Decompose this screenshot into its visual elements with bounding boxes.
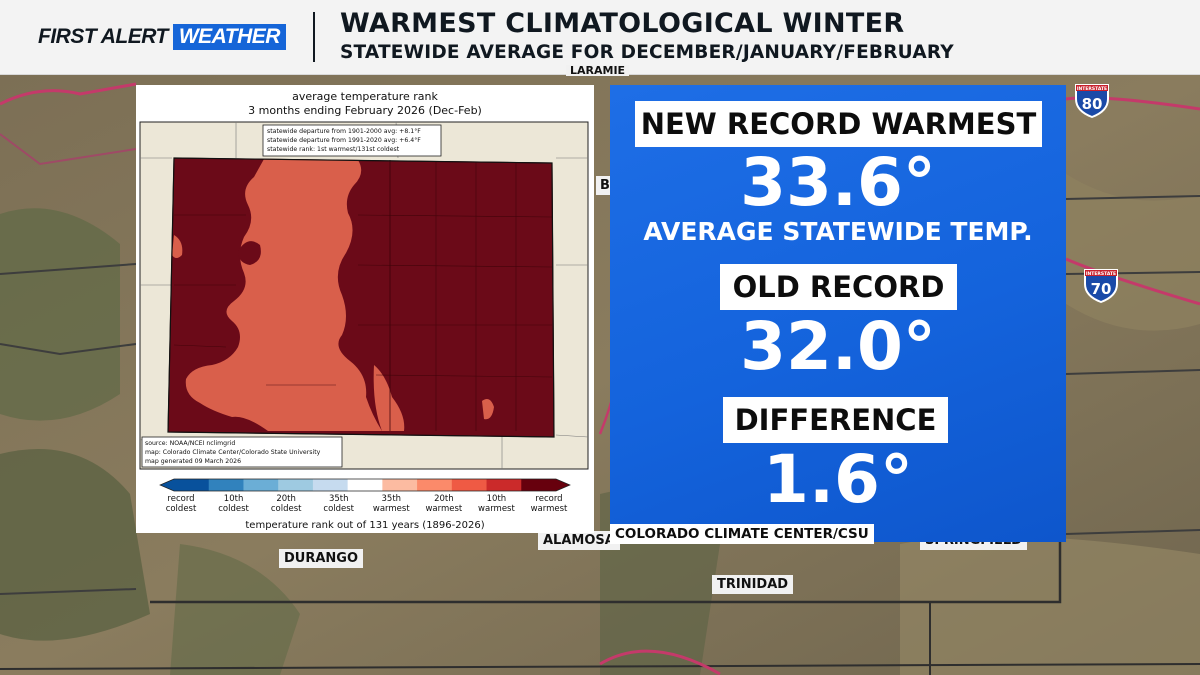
record-info-panel: NEW RECORD WARMEST 33.6° AVERAGE STATEWI…	[610, 85, 1066, 542]
legend-tick-label: record	[167, 494, 194, 504]
legend-arrow-left	[160, 479, 174, 491]
legend-color-segment	[382, 479, 418, 491]
legend-tick-label: 10th	[224, 494, 244, 504]
new-record-label: NEW RECORD WARMEST	[635, 101, 1042, 147]
south-warm-patch	[373, 365, 405, 431]
city-label-alamosa: ALAMOSA	[538, 531, 620, 550]
legend-tick-sublabel: coldest	[218, 504, 249, 514]
colorado-warmest-region	[185, 159, 382, 431]
legend-tick-label: 35th	[382, 494, 402, 504]
map-source-line3: map generated 09 March 2026	[145, 458, 241, 465]
i80-shield-number: 80	[1082, 95, 1103, 113]
legend-tick-label: 20th	[276, 494, 296, 504]
legend-color-segment	[174, 479, 210, 491]
legend-tick-sublabel: coldest	[166, 504, 197, 514]
page-subtitle: STATEWIDE AVERAGE FOR DECEMBER/JANUARY/F…	[340, 42, 954, 63]
legend-color-segment	[208, 479, 244, 491]
temperature-rank-map-panel: average temperature rank 3 months ending…	[136, 85, 594, 533]
interstate-80-shield-icon: INTERSTATE 80	[1075, 84, 1109, 119]
i70-shield-number: 70	[1091, 280, 1112, 298]
difference-label: DIFFERENCE	[723, 397, 948, 443]
legend-tick-sublabel: warmest	[531, 504, 568, 514]
map-stat-line3: statewide rank: 1st warmest/131st coldes…	[267, 146, 400, 153]
legend-colorbar	[159, 478, 571, 492]
new-record-caption: AVERAGE STATEWIDE TEMP.	[643, 217, 1033, 246]
i80-shield-top: INTERSTATE	[1077, 86, 1107, 92]
map-stats-box	[262, 124, 442, 157]
legend-axis-label: temperature rank out of 131 years (1896-…	[245, 520, 484, 531]
southeast-warm-patch	[482, 399, 494, 420]
legend-color-segment	[347, 479, 383, 491]
legend-tick-sublabel: warmest	[425, 504, 462, 514]
legend-outline	[159, 478, 571, 492]
legend-color-segment	[486, 479, 522, 491]
legend-color-segment	[417, 479, 453, 491]
legend-color-segment	[312, 479, 349, 491]
city-label-trinidad: TRINIDAD	[712, 575, 794, 594]
legend-color-segment	[521, 479, 557, 491]
interstate-70-shield-icon: INTERSTATE 70	[1084, 269, 1118, 304]
legend-tick-label: 20th	[434, 494, 454, 504]
map-source-line1: source: NOAA/NCEI nclimgrid	[145, 440, 235, 447]
city-label-laramie: LARAMIE	[566, 65, 630, 76]
map-source-box	[141, 436, 343, 468]
legend-tick-sublabel: coldest	[323, 504, 354, 514]
new-record-value: 33.6°	[740, 144, 936, 221]
difference-value: 1.6°	[763, 441, 913, 518]
brand-first-alert: FIRST ALERT	[38, 25, 168, 48]
legend-tick-label: 35th	[329, 494, 349, 504]
city-label-durango: DURANGO	[279, 549, 364, 568]
legend-tick-sublabel: warmest	[478, 504, 515, 514]
page-title: WARMEST CLIMATOLOGICAL WINTER	[340, 8, 905, 39]
legend-arrow-right	[556, 479, 570, 491]
old-record-value: 32.0°	[740, 308, 936, 385]
old-record-label: OLD RECORD	[720, 264, 957, 310]
city-label-partial: B	[596, 176, 614, 195]
legend-color-segment	[243, 479, 279, 491]
legend-color-segment	[278, 479, 314, 491]
small-record-patch	[238, 241, 261, 265]
legend-tick-sublabel: warmest	[373, 504, 410, 514]
header-bar: FIRST ALERT WEATHER WARMEST CLIMATOLOGIC…	[0, 0, 1200, 75]
i70-shield-top: INTERSTATE	[1086, 271, 1116, 277]
source-credit: COLORADO CLIMATE CENTER/CSU	[610, 524, 874, 544]
legend-tick-label: 10th	[487, 494, 507, 504]
map-stat-line1: statewide departure from 1901-2000 avg: …	[267, 127, 421, 135]
map-stat-line2: statewide departure from 1991-2020 avg: …	[267, 136, 421, 144]
station-brand-logo: FIRST ALERT WEATHER	[38, 24, 286, 50]
legend-tick-label: record	[535, 494, 562, 504]
legend-color-segment	[451, 479, 488, 491]
legend-tick-labels: recordcoldest10thcoldest20thcoldest35thc…	[166, 494, 568, 514]
map-title-line1: average temperature rank	[292, 90, 438, 103]
header-divider	[313, 12, 315, 62]
west-edge-warm-patch	[172, 235, 183, 258]
legend-tick-sublabel: coldest	[271, 504, 302, 514]
map-title-line2: 3 months ending February 2026 (Dec-Feb)	[248, 104, 482, 117]
map-source-line2: map: Colorado Climate Center/Colorado St…	[145, 449, 321, 456]
brand-weather: WEATHER	[172, 24, 286, 50]
